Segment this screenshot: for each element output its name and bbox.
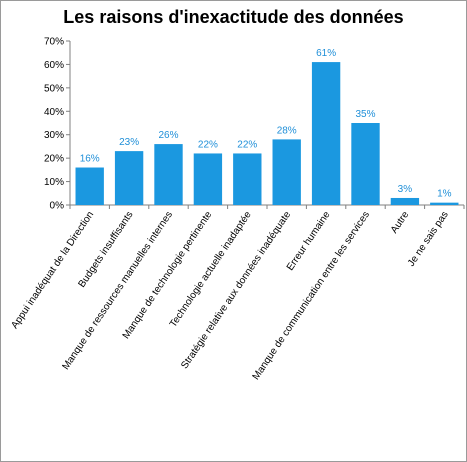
y-tick-label: 70% [44, 37, 64, 48]
bar-value-label: 35% [355, 109, 375, 120]
y-tick-label: 10% [44, 177, 64, 188]
bar-value-label: 26% [158, 130, 178, 141]
bar-value-label: 1% [437, 189, 452, 200]
category-label: Autre [389, 209, 412, 235]
bar [311, 62, 341, 206]
chart-axes: 0% 10% 20% 30% 40% 50% 60% 70% [44, 37, 465, 212]
bar-value-label: 23% [119, 137, 139, 148]
category-label: Je ne sais pas [406, 210, 451, 269]
bar [351, 123, 380, 205]
y-tick-label: 30% [44, 130, 64, 141]
bar-value-label: 3% [398, 184, 413, 195]
bar [114, 151, 144, 205]
chart-title: Les raisons d'inexactitude des données [63, 7, 404, 27]
bar [75, 167, 104, 205]
bar [390, 197, 420, 205]
y-tick-label: 60% [44, 60, 64, 71]
bar-value-label: 61% [316, 48, 336, 59]
bar-value-label: 28% [277, 125, 297, 136]
category-label: Technologie actuelle inadaptée [168, 209, 254, 329]
y-tick-label: 40% [44, 107, 64, 118]
bar [154, 144, 183, 205]
bar-value-label: 22% [198, 139, 218, 150]
bar [193, 153, 223, 205]
y-tick-label: 50% [44, 83, 64, 94]
bar-value-label: 16% [80, 154, 100, 165]
bar-value-label: 22% [237, 139, 257, 150]
bar [430, 202, 459, 205]
category-label: Appui inadéquat de la Direction [9, 210, 96, 331]
y-tick-label: 0% [50, 201, 65, 212]
bar [272, 139, 301, 205]
y-tick-label: 20% [44, 154, 64, 165]
bar [233, 153, 262, 205]
chart-value-labels: 16% 23% 26% 22% 22% 28% 61% 35% 3% 1% [80, 48, 452, 200]
chart-bars [75, 62, 459, 206]
